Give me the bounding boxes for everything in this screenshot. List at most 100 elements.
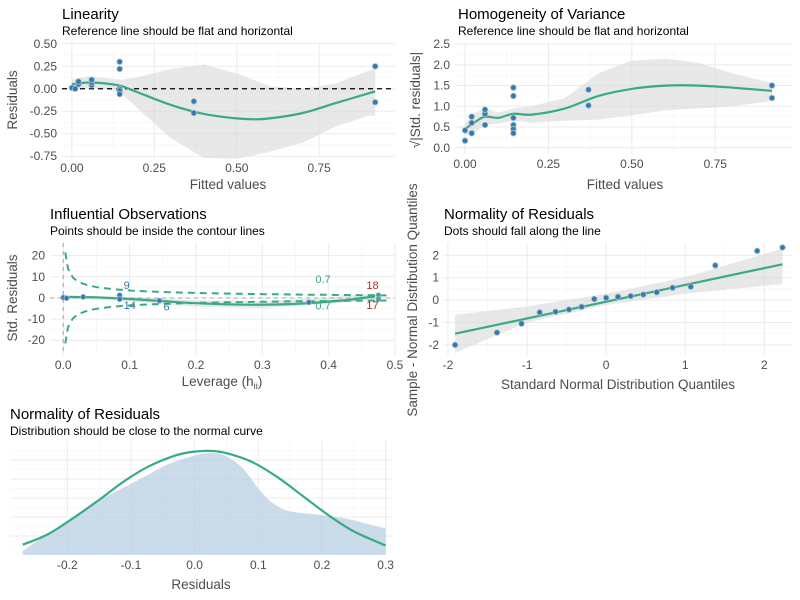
x-tick-label: 0.3 [254, 358, 271, 372]
data-point [669, 284, 676, 291]
y-tick-label: 20 [32, 249, 46, 263]
data-point [116, 65, 123, 73]
y-tick-label: -20 [28, 333, 46, 347]
y-tick-label: 0.50 [34, 37, 58, 51]
x-tick-label: 0.00 [453, 157, 477, 171]
linearity-x-label: Fitted values [190, 177, 267, 192]
data-point [116, 90, 123, 98]
linearity-confidence-band [71, 64, 376, 159]
density-x-label: Residuals [171, 577, 231, 592]
y-tick-label: 1 [432, 271, 439, 285]
influential-panel: Influential Observations Points should b… [5, 206, 404, 392]
data-point [585, 102, 592, 109]
data-point [75, 78, 82, 85]
point-label: 17 [366, 300, 378, 312]
x-tick-label: 0.0 [55, 358, 72, 372]
linearity-smooth-line [71, 81, 376, 121]
x-tick-label: 0.75 [704, 157, 728, 171]
x-tick-label: 0.1 [121, 358, 138, 372]
data-point [305, 299, 312, 306]
y-tick-label: 0 [38, 291, 45, 305]
homogeneity-y-ticks: 2.5 2.0 1.5 1.0 0.5 0.0 [433, 37, 450, 155]
point-label: 18 [366, 280, 378, 292]
homogeneity-x-ticks: 0.00 0.25 0.50 0.75 [453, 157, 727, 171]
density-title: Normality of Residuals [10, 406, 160, 423]
y-tick-label: 0.0 [433, 141, 450, 155]
contour-label: 0.7 [315, 274, 330, 286]
x-tick-label: 1 [682, 358, 689, 372]
x-tick-label: -2 [443, 358, 454, 372]
x-tick-label: 0.3 [377, 558, 394, 572]
data-point [640, 291, 647, 298]
x-tick-label: 0.00 [60, 161, 84, 175]
influential-x-label: Leverage (hii) [182, 374, 263, 392]
x-tick-label: 0.25 [143, 161, 167, 175]
homogeneity-y-label: √|Std. residuals| [408, 52, 423, 148]
qq-confidence-band [455, 248, 783, 353]
x-tick-label: -0.1 [121, 558, 142, 572]
data-point [627, 292, 634, 300]
y-tick-label: 2.0 [433, 58, 450, 72]
homogeneity-points [461, 82, 776, 144]
data-point [156, 297, 163, 304]
data-point [461, 127, 469, 134]
data-point [712, 262, 719, 269]
y-tick-label: -0.25 [30, 104, 58, 118]
x-tick-label: 2 [761, 358, 768, 372]
qq-panel: Normality of Residuals Dots should fall … [405, 183, 792, 417]
y-tick-label: -0.50 [30, 127, 58, 141]
density-x-ticks: -0.2 -0.1 0.0 0.1 0.2 0.3 [57, 558, 394, 572]
data-point [190, 109, 198, 117]
y-tick-label: 0.5 [433, 120, 450, 134]
linearity-y-ticks: 0.50 0.25 0.00 -0.25 -0.50 -0.75 [30, 37, 58, 163]
x-tick-label: 0.1 [250, 558, 267, 572]
influential-x-label-close: ) [258, 374, 263, 389]
homogeneity-x-label: Fitted values [587, 177, 664, 192]
y-tick-label: 0.00 [34, 82, 58, 96]
data-point [71, 85, 79, 92]
contour-label: 0.7 [315, 301, 330, 313]
data-point [510, 130, 517, 137]
data-point [687, 283, 694, 290]
data-point [116, 296, 123, 303]
density-area [22, 452, 386, 555]
data-point [768, 82, 776, 89]
influential-x-ticks: 0.0 0.1 0.2 0.3 0.4 0.5 [55, 358, 404, 372]
data-point [116, 58, 123, 65]
data-point [768, 94, 776, 102]
homogeneity-subtitle: Reference line should be flat and horizo… [458, 24, 689, 38]
homogeneity-confidence-band [465, 58, 772, 136]
data-point [565, 306, 573, 313]
data-point [536, 309, 543, 316]
point-label: 6 [163, 302, 169, 314]
point-label: 14 [124, 300, 136, 312]
x-tick-label: 0.50 [620, 157, 644, 171]
data-point [63, 295, 70, 302]
x-tick-label: 0.2 [188, 358, 205, 372]
influential-points [60, 292, 382, 306]
x-tick-label: 0.0 [186, 558, 203, 572]
normal-curve [22, 449, 387, 547]
y-tick-label: 2 [432, 248, 439, 262]
data-point [481, 121, 489, 129]
data-point [468, 113, 475, 120]
data-point [578, 303, 585, 311]
data-point [552, 308, 559, 315]
data-point [451, 341, 459, 349]
influential-subtitle: Points should be inside the contour line… [50, 224, 265, 238]
x-tick-label: 0.4 [320, 358, 337, 372]
influential-y-ticks: 20 10 0 -10 -20 [28, 249, 46, 348]
density-subtitle: Distribution should be close to the norm… [10, 424, 263, 438]
influential-title: Influential Observations [50, 206, 207, 223]
y-tick-label: 0.25 [34, 59, 58, 73]
x-tick-label: 0.2 [314, 558, 331, 572]
data-point [493, 329, 501, 336]
influential-y-label: Std. Residuals [5, 254, 20, 341]
y-tick-label: 1.5 [433, 79, 450, 93]
data-point [585, 86, 592, 93]
y-tick-label: 2.5 [433, 37, 450, 51]
y-tick-label: -10 [28, 312, 46, 326]
data-point [372, 99, 379, 106]
qq-y-label: Sample - Normal Distribution Quantiles [405, 183, 420, 417]
